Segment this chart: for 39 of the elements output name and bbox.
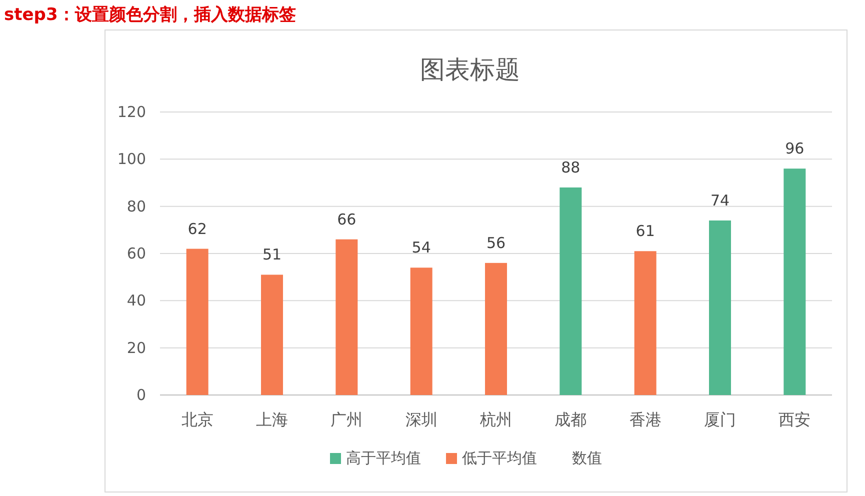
- chart-title: 图表标题: [420, 55, 520, 84]
- x-tick-label: 成都: [554, 410, 587, 429]
- x-tick-label: 广州: [330, 410, 363, 429]
- y-tick-label: 120: [117, 103, 146, 121]
- data-label: 96: [785, 140, 804, 158]
- bar: [261, 274, 283, 395]
- bar: [634, 251, 656, 395]
- data-label: 62: [188, 220, 207, 238]
- y-tick-label: 40: [126, 292, 146, 310]
- x-tick-label: 杭州: [479, 410, 512, 429]
- data-label: 61: [636, 222, 655, 240]
- text: 数值: [572, 449, 602, 467]
- data-label: 56: [486, 234, 506, 252]
- bar: [336, 239, 358, 395]
- y-tick-label: 20: [126, 338, 146, 357]
- x-tick-label: 上海: [256, 410, 288, 429]
- bar: [784, 168, 806, 395]
- x-tick-label: 西安: [778, 410, 811, 429]
- y-tick-label: 80: [126, 197, 146, 216]
- heading: step3：设置颜色分割，插入数据标签: [4, 5, 296, 25]
- x-tick-label: 深圳: [405, 410, 438, 429]
- bar: [410, 268, 432, 395]
- y-tick-label: 60: [126, 244, 146, 262]
- x-tick-label: 香港: [629, 410, 662, 429]
- data-label: 51: [262, 246, 282, 264]
- y-tick-label: 100: [117, 150, 146, 168]
- data-label: 66: [337, 210, 356, 228]
- y-tick-label: 0: [136, 386, 146, 404]
- data-label: 54: [412, 238, 431, 257]
- x-tick-label: 厦门: [704, 410, 736, 429]
- bar: [560, 187, 582, 395]
- x-tick-label: 北京: [181, 410, 214, 429]
- bar: [186, 248, 208, 395]
- legend-label: 低于平均值: [462, 449, 537, 467]
- bar: [485, 262, 507, 395]
- bar: [709, 220, 731, 395]
- data-label: 74: [710, 191, 730, 210]
- data-label: 88: [561, 158, 580, 176]
- legend-label: 高于平均值: [346, 449, 421, 467]
